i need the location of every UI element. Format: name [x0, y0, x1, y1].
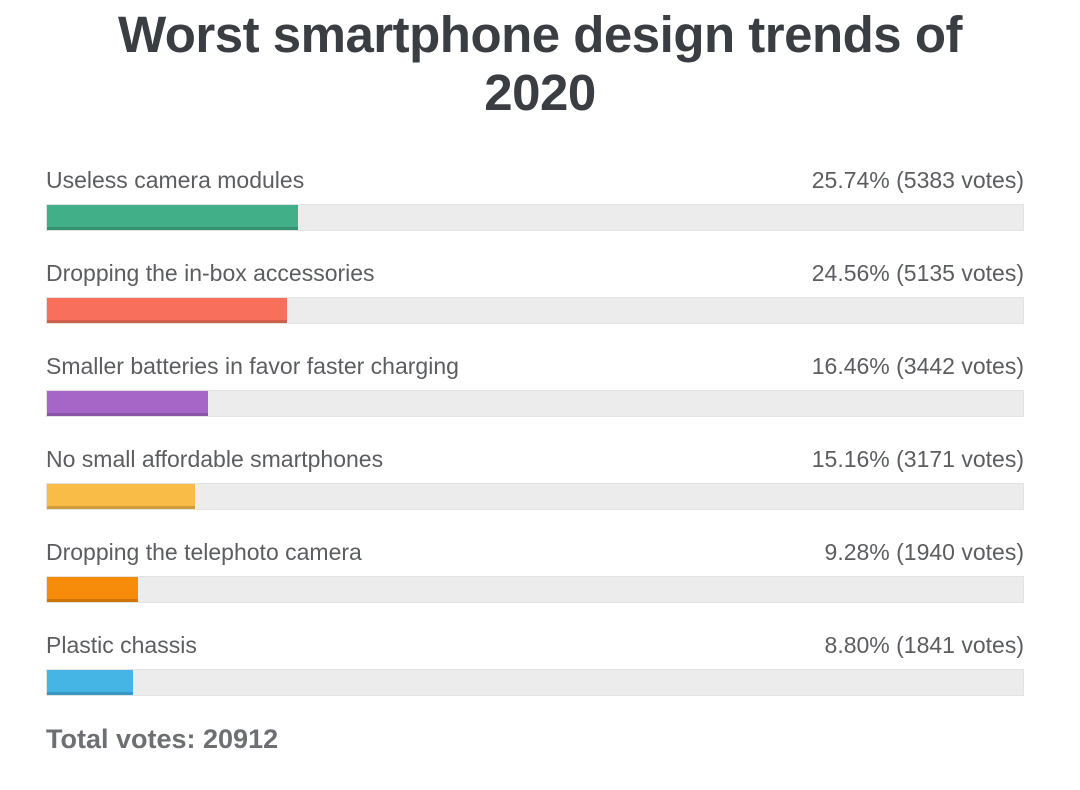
poll-result-value: 9.28% (1940 votes) [824, 539, 1024, 565]
poll-bar-fill [47, 484, 195, 509]
poll-result-value: 16.46% (3442 votes) [811, 353, 1024, 379]
page-title-line1: Worst smartphone design trends of [118, 6, 962, 63]
poll-bar-track [46, 204, 1024, 231]
poll-bar-track [46, 576, 1024, 603]
poll-bar-track [46, 483, 1024, 510]
page-title: Worst smartphone design trends of 2020 [0, 0, 1080, 122]
poll-row: Smaller batteries in favor faster chargi… [46, 352, 1024, 417]
poll-row-header: Useless camera modules 25.74% (5383 vote… [46, 166, 1024, 194]
poll-bar-fill [47, 577, 138, 602]
poll-row: Dropping the in-box accessories 24.56% (… [46, 259, 1024, 324]
poll-option-label: No small affordable smartphones [46, 446, 384, 472]
poll-row: No small affordable smartphones 15.16% (… [46, 445, 1024, 510]
poll-option-label: Dropping the in-box accessories [46, 260, 375, 286]
poll-bar-fill [47, 670, 133, 695]
poll-result-value: 15.16% (3171 votes) [811, 446, 1024, 472]
poll-bar-track [46, 297, 1024, 324]
poll-row: Plastic chassis 8.80% (1841 votes) [46, 631, 1024, 696]
poll-rows-container: Useless camera modules 25.74% (5383 vote… [0, 166, 1080, 696]
poll-bar-track [46, 390, 1024, 417]
poll-row-header: Plastic chassis 8.80% (1841 votes) [46, 631, 1024, 659]
poll-bar-fill [47, 391, 208, 416]
poll-result-value: 25.74% (5383 votes) [811, 167, 1024, 193]
poll-row-header: No small affordable smartphones 15.16% (… [46, 445, 1024, 473]
poll-row: Dropping the telephoto camera 9.28% (194… [46, 538, 1024, 603]
poll-bar-track [46, 669, 1024, 696]
poll-result-value: 8.80% (1841 votes) [824, 632, 1024, 658]
poll-option-label: Smaller batteries in favor faster chargi… [46, 353, 459, 379]
poll-option-label: Dropping the telephoto camera [46, 539, 362, 565]
poll-row-header: Dropping the in-box accessories 24.56% (… [46, 259, 1024, 287]
poll-option-label: Useless camera modules [46, 167, 305, 193]
total-votes: Total votes: 20912 [46, 724, 279, 754]
poll-option-label: Plastic chassis [46, 632, 197, 658]
poll-row-header: Smaller batteries in favor faster chargi… [46, 352, 1024, 380]
poll-bar-fill [47, 298, 287, 323]
poll-result-value: 24.56% (5135 votes) [811, 260, 1024, 286]
page-title-line2: 2020 [484, 64, 596, 121]
poll-row: Useless camera modules 25.74% (5383 vote… [46, 166, 1024, 231]
poll-row-header: Dropping the telephoto camera 9.28% (194… [46, 538, 1024, 566]
poll-bar-fill [47, 205, 299, 230]
